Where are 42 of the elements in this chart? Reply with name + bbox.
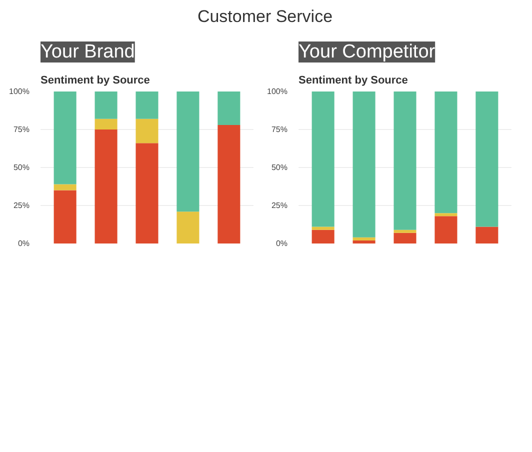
chart-subtitle: Sentiment by Source	[298, 74, 408, 87]
bar	[176, 92, 200, 212]
bar	[54, 92, 76, 184]
bar	[434, 92, 458, 214]
bar	[476, 227, 498, 244]
bar	[94, 119, 118, 130]
bar	[54, 190, 76, 244]
y-tick-label: 0%	[276, 239, 288, 248]
bar	[352, 240, 376, 244]
chart-title: Your Competitor	[298, 42, 436, 63]
bar	[352, 238, 376, 241]
bar	[394, 230, 416, 234]
y-tick-label: 100%	[267, 87, 288, 96]
bar	[94, 92, 118, 120]
y-tick-label: 75%	[13, 125, 30, 134]
bar	[394, 233, 416, 244]
bar	[312, 227, 334, 230]
bar	[94, 130, 118, 244]
bar	[136, 92, 158, 120]
chart-title: Your Brand	[40, 42, 135, 63]
bar	[136, 143, 158, 244]
y-tick-label: 0%	[18, 239, 30, 248]
y-tick-label: 100%	[9, 87, 30, 96]
bar	[176, 212, 200, 244]
bar	[218, 92, 240, 126]
y-tick-label: 50%	[13, 163, 30, 172]
y-tick-label: 75%	[271, 125, 288, 134]
y-tick-label: 25%	[13, 201, 30, 210]
y-tick-label: 50%	[271, 163, 288, 172]
text: Customer Service	[197, 6, 333, 28]
bar	[312, 230, 334, 244]
chart-subtitle: Sentiment by Source	[40, 74, 150, 87]
bar	[352, 92, 376, 238]
bar	[434, 216, 458, 244]
bar	[476, 92, 498, 228]
bar	[394, 92, 416, 230]
bar	[218, 125, 240, 244]
y-tick-label: 25%	[271, 201, 288, 210]
bar	[312, 92, 334, 228]
bar	[434, 213, 458, 216]
bar	[54, 184, 76, 191]
bar	[136, 119, 158, 144]
